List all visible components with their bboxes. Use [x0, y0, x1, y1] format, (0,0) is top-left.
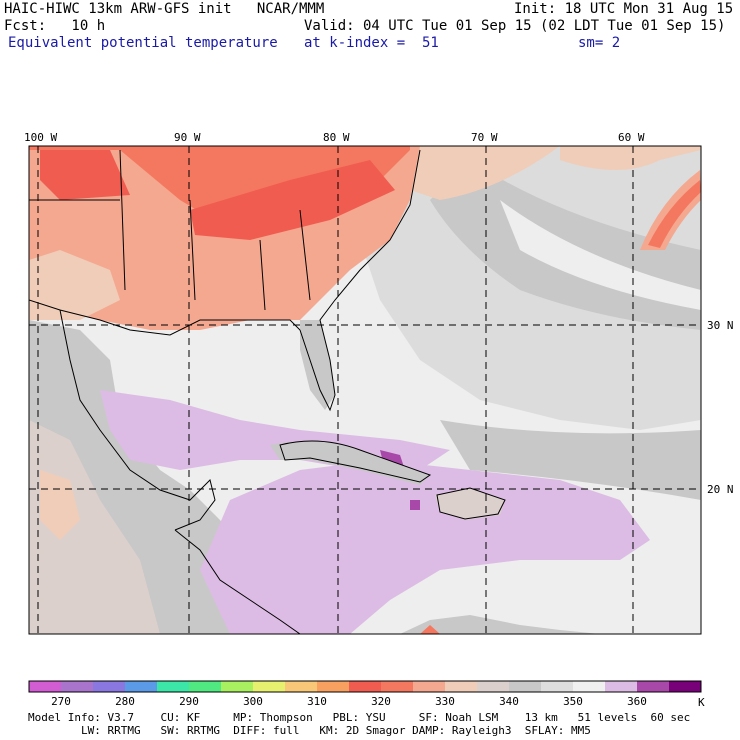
footer-physics: LW: RRTMG SW: RRTMG DIFF: full KM: 2D Sm… [28, 724, 591, 737]
init-time: Init: 18 UTC Mon 31 Aug 15 [514, 1, 734, 17]
colorbar-tick-label: 300 [243, 695, 263, 708]
map-frame [28, 145, 702, 635]
field-name: Equivalent potential temperature [8, 35, 278, 51]
lat-label-30n: 30 N [707, 319, 734, 332]
colorbar-swatch [93, 681, 126, 692]
colorbar-swatch [573, 681, 606, 692]
lon-label-90w: 90 W [174, 131, 201, 144]
colorbar-swatch [381, 681, 414, 692]
lon-label-60w: 60 W [618, 131, 645, 144]
colorbar-swatch [253, 681, 286, 692]
colorbar-tick-label: 280 [115, 695, 135, 708]
colorbar-swatch [285, 681, 318, 692]
colorbar-swatch [349, 681, 382, 692]
valid-time: Valid: 04 UTC Tue 01 Sep 15 (02 LDT Tue … [304, 18, 726, 34]
colorbar-swatch [157, 681, 190, 692]
colorbar-swatch [413, 681, 446, 692]
colorbar-tick-label: 360 [627, 695, 647, 708]
lon-label-70w: 70 W [471, 131, 498, 144]
colorbar-swatch [189, 681, 222, 692]
colorbar-tick-label: 310 [307, 695, 327, 708]
colorbar-tick-label: 330 [435, 695, 455, 708]
colorbar-swatch [669, 681, 702, 692]
footer-model-info: Model Info: V3.7 CU: KF MP: Thompson PBL… [28, 711, 691, 724]
colorbar-unit: K [698, 696, 705, 709]
colorbar-swatch [125, 681, 158, 692]
level-index: at k-index = 51 [304, 35, 439, 51]
colorbar-tick-label: 290 [179, 695, 199, 708]
colorbar-swatch [317, 681, 350, 692]
colorbar-swatch [637, 681, 670, 692]
forecast-hour: Fcst: 10 h [4, 18, 106, 34]
map-field [29, 146, 701, 634]
colorbar-tick-label: 340 [499, 695, 519, 708]
colorbar-swatch [605, 681, 638, 692]
colorbar-tick-label: 270 [51, 695, 71, 708]
colorbar-swatch [221, 681, 254, 692]
lon-label-100w: 100 W [24, 131, 58, 144]
smoothing: sm= 2 [578, 35, 621, 51]
colorbar-swatch [61, 681, 94, 692]
colorbar-swatch [445, 681, 478, 692]
colorbar-tick-label: 350 [563, 695, 583, 708]
colorbar-swatch [509, 681, 542, 692]
colorbar-tick-label: 320 [371, 695, 391, 708]
colorbar-swatch [541, 681, 574, 692]
colorbar-swatch [29, 681, 62, 692]
colorbar-swatch [477, 681, 510, 692]
lat-label-20n: 20 N [707, 483, 734, 496]
lon-label-80w: 80 W [323, 131, 350, 144]
model-title: HAIC-HIWC 13km ARW-GFS init NCAR/MMM [4, 1, 325, 17]
